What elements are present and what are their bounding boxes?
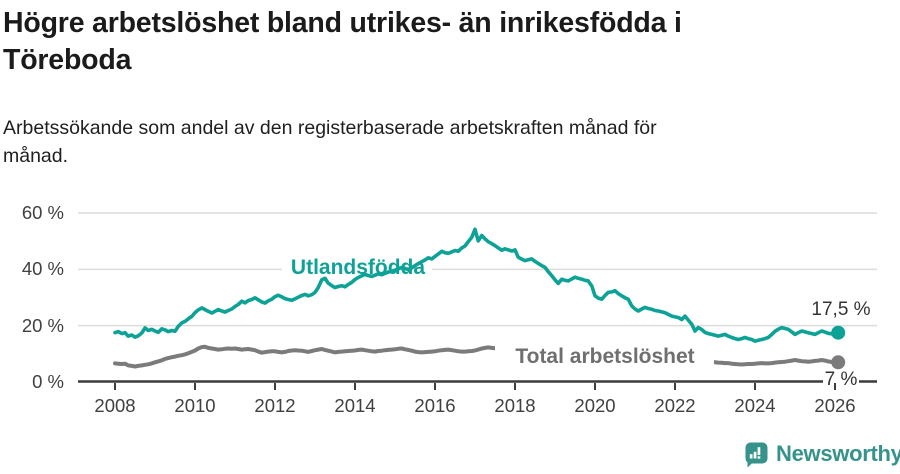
end-dot-total (831, 355, 846, 370)
chart-subtitle-line-1: Arbetssökande som andel av den registerb… (3, 117, 657, 139)
label-mask-total (495, 342, 714, 371)
series-line-total (113, 344, 841, 369)
label-mask-7pct (823, 370, 859, 387)
end-dot-utlandsfodda (831, 325, 846, 340)
series-line-utlandsfodda (113, 227, 840, 343)
chart-subtitle-line-2: månad. (3, 145, 69, 167)
newsworthy-logo: Newsworthy (744, 440, 900, 468)
page-title: Högre arbetslöshet bland utrikes- än inr… (3, 5, 843, 79)
newsworthy-logo-icon (745, 442, 768, 467)
newsworthy-logo-text: Newsworthy (776, 441, 900, 466)
page-title-line-2: Töreboda (3, 44, 132, 76)
chart-subtitle: Arbetssökande som andel av den registerb… (3, 114, 843, 170)
page-title-line-1: Högre arbetslöshet bland utrikes- än inr… (3, 7, 682, 39)
